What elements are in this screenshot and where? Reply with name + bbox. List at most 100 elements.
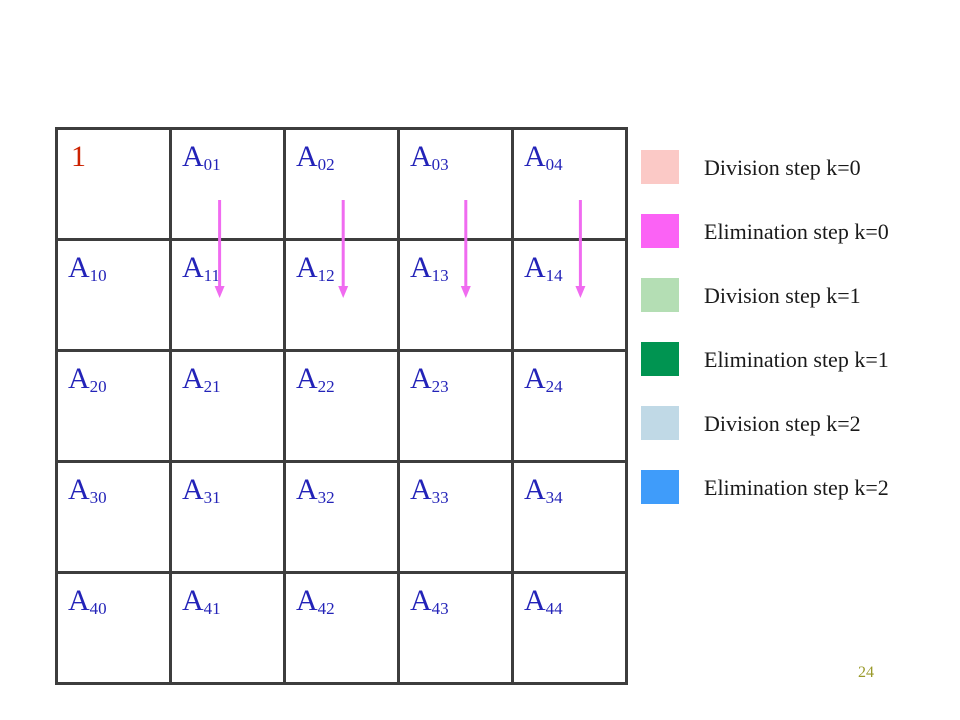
element-symbol: 1 (71, 140, 86, 173)
element-label: A04 (524, 140, 563, 174)
element-symbol: A (182, 362, 204, 395)
matrix-cell: A31 (169, 460, 286, 574)
element-index: 01 (203, 155, 221, 174)
legend-label: Division step k=1 (704, 283, 861, 308)
element-symbol: A (524, 251, 546, 284)
element-symbol: A (524, 140, 546, 173)
element-symbol: A (410, 584, 432, 617)
element-label: A41 (182, 584, 221, 618)
matrix-cell: A03 (397, 127, 514, 241)
matrix-cell: A32 (283, 460, 400, 574)
element-symbol: A (182, 251, 204, 284)
element-symbol: A (182, 473, 204, 506)
element-label: A02 (296, 140, 335, 174)
element-label: A43 (410, 584, 449, 618)
element-symbol: A (296, 251, 318, 284)
matrix-cell: 1 (55, 127, 172, 241)
element-index: 31 (203, 488, 221, 507)
matrix-cell: A01 (169, 127, 286, 241)
element-label: A44 (524, 584, 563, 618)
element-label: A20 (68, 362, 107, 396)
element-symbol: A (68, 251, 90, 284)
element-symbol: A (296, 362, 318, 395)
element-index: 14 (545, 266, 563, 285)
element-index: 13 (431, 266, 449, 285)
matrix-cell: A24 (511, 349, 628, 463)
element-label: A42 (296, 584, 335, 618)
element-label: A21 (182, 362, 221, 396)
element-symbol: A (296, 140, 318, 173)
element-index: 20 (89, 377, 107, 396)
element-symbol: A (410, 362, 432, 395)
element-symbol: A (524, 473, 546, 506)
element-index: 30 (89, 488, 107, 507)
element-label: A30 (68, 473, 107, 507)
matrix-cell: A44 (511, 571, 628, 685)
legend-swatch (641, 342, 679, 376)
matrix-cell: A04 (511, 127, 628, 241)
matrix-cell: A14 (511, 238, 628, 352)
element-symbol: A (68, 584, 90, 617)
page-number: 24 (858, 664, 874, 681)
legend-item: Division step k=2 (641, 406, 956, 440)
element-symbol: A (524, 584, 546, 617)
legend-swatch (641, 278, 679, 312)
matrix-cell: A30 (55, 460, 172, 574)
element-symbol: A (182, 140, 204, 173)
matrix-row: A40 A41 A42 A43 A44 (55, 571, 628, 685)
matrix-cell: A02 (283, 127, 400, 241)
element-symbol: A (524, 362, 546, 395)
element-label: A13 (410, 251, 449, 285)
element-label: A03 (410, 140, 449, 174)
element-index: 23 (431, 377, 449, 396)
matrix-row: A20 A21 A22 A23 A24 (55, 349, 628, 463)
element-index: 42 (317, 599, 335, 618)
element-index: 11 (203, 266, 221, 285)
element-label: A33 (410, 473, 449, 507)
element-label: A31 (182, 473, 221, 507)
legend-item: Elimination step k=0 (641, 214, 956, 248)
legend-label: Elimination step k=1 (704, 347, 889, 372)
element-index: 24 (545, 377, 563, 396)
pivot-label: 1 (71, 140, 86, 174)
legend-swatch (641, 406, 679, 440)
matrix-cell: A34 (511, 460, 628, 574)
element-index: 34 (545, 488, 563, 507)
legend-swatch (641, 470, 679, 504)
element-label: A24 (524, 362, 563, 396)
element-symbol: A (68, 473, 90, 506)
legend-item: Elimination step k=1 (641, 342, 956, 376)
element-label: A01 (182, 140, 221, 174)
legend-label: Division step k=0 (704, 155, 861, 180)
element-index: 43 (431, 599, 449, 618)
element-index: 33 (431, 488, 449, 507)
element-symbol: A (182, 584, 204, 617)
matrix-cell: A20 (55, 349, 172, 463)
element-label: A10 (68, 251, 107, 285)
element-index: 22 (317, 377, 335, 396)
legend-label: Elimination step k=0 (704, 219, 889, 244)
legend-swatch (641, 214, 679, 248)
legend-item: Division step k=0 (641, 150, 956, 184)
matrix-cell: A21 (169, 349, 286, 463)
legend-item: Division step k=1 (641, 278, 956, 312)
element-label: A12 (296, 251, 335, 285)
element-label: A32 (296, 473, 335, 507)
element-symbol: A (410, 251, 432, 284)
element-symbol: A (410, 473, 432, 506)
element-index: 04 (545, 155, 563, 174)
matrix-cell: A11 (169, 238, 286, 352)
element-symbol: A (296, 584, 318, 617)
matrix-grid: 1 A01 A02 A03 A04 A10 A11 A12 A13 A14 A20 A21 A22 A23… (55, 127, 628, 685)
matrix-cell: A23 (397, 349, 514, 463)
matrix-cell: A13 (397, 238, 514, 352)
legend-label: Division step k=2 (704, 411, 861, 436)
element-label: A34 (524, 473, 563, 507)
element-symbol: A (410, 140, 432, 173)
element-index: 41 (203, 599, 221, 618)
matrix-cell: A43 (397, 571, 514, 685)
element-label: A23 (410, 362, 449, 396)
matrix-row: A30 A31 A32 A33 A34 (55, 460, 628, 574)
legend-item: Elimination step k=2 (641, 470, 956, 504)
element-index: 03 (431, 155, 449, 174)
